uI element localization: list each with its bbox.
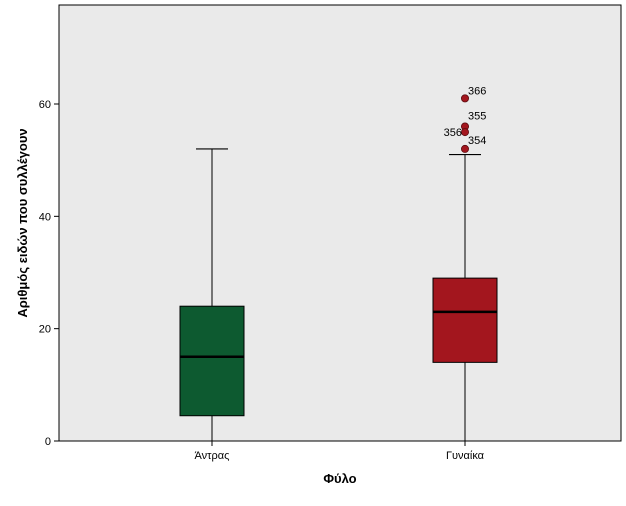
box-group-1 [179, 148, 245, 441]
outlier-label: 366 [468, 85, 486, 97]
y-tick-label: 0 [45, 436, 51, 448]
y-tick-label: 20 [39, 324, 51, 336]
outlier-label: 356 [444, 127, 462, 139]
y-tick-label: 60 [39, 99, 51, 111]
outlier-label: 355 [468, 110, 486, 122]
iqr-box [179, 305, 245, 417]
outlier-label: 354 [468, 135, 486, 147]
y-axis: 0 20 40 60 [39, 99, 59, 448]
plot-area [58, 4, 622, 442]
x-tick-label: Άντρας [195, 450, 230, 462]
y-axis-title: Αριθμός ειδών που συλλέγουν [15, 128, 30, 317]
x-axis-title: Φύλο [323, 471, 356, 486]
outlier-point [460, 94, 469, 103]
outlier-point [460, 128, 469, 137]
x-axis: Άντρας Γυναίκα [195, 441, 485, 462]
iqr-box [432, 277, 498, 363]
outlier-point [460, 144, 469, 153]
boxes-layer: 366 355 356 354 [179, 85, 498, 441]
y-tick-label: 40 [39, 211, 51, 223]
x-tick-label: Γυναίκα [446, 450, 485, 462]
box-group-2: 366 355 356 354 [432, 85, 498, 441]
